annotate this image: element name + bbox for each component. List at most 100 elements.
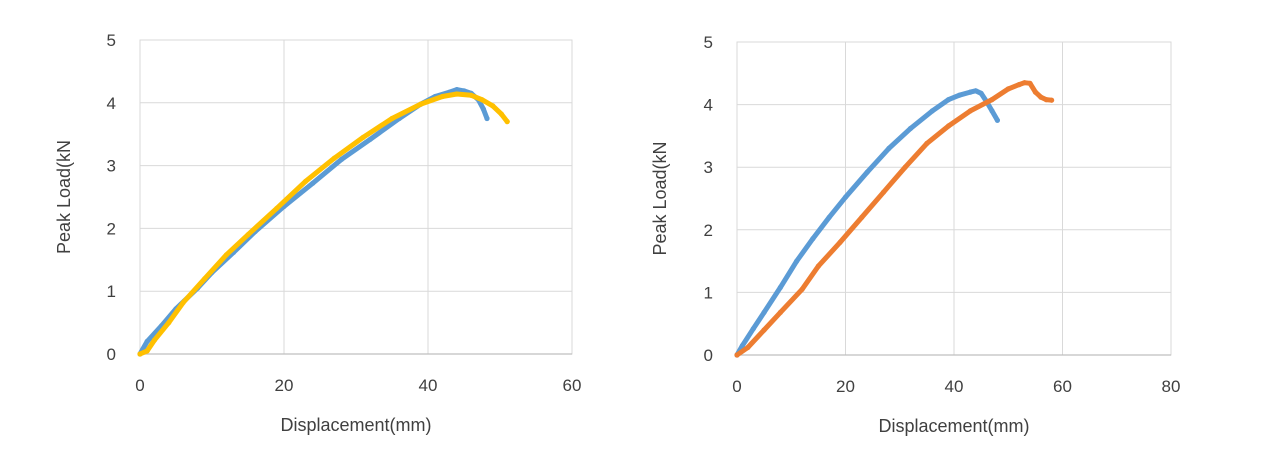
data-point	[144, 348, 150, 354]
x-tick-label: 20	[275, 376, 294, 395]
data-point	[498, 111, 504, 117]
x-tick-label: 40	[945, 377, 964, 396]
data-point	[454, 91, 460, 97]
x-axis-title: Displacement(mm)	[280, 415, 431, 435]
data-point	[777, 309, 783, 315]
data-point	[180, 299, 186, 306]
data-point	[389, 115, 395, 122]
data-point	[490, 103, 496, 109]
y-tick-label: 3	[704, 158, 713, 177]
data-point	[166, 320, 172, 326]
data-point	[454, 87, 460, 93]
y-tick-label: 1	[107, 282, 116, 301]
data-point	[761, 309, 767, 315]
x-tick-label: 40	[419, 376, 438, 395]
data-point	[978, 90, 984, 96]
data-point	[908, 125, 914, 131]
data-point	[484, 115, 490, 122]
data-point	[418, 101, 424, 107]
data-point	[967, 89, 973, 95]
y-tick-label: 3	[107, 157, 116, 176]
data-point	[245, 232, 251, 238]
x-tick-label: 0	[135, 376, 144, 395]
data-point	[202, 276, 208, 282]
data-point	[967, 108, 973, 114]
data-point	[274, 205, 280, 211]
data-point	[794, 258, 800, 264]
chart-right-svg: 0 1 2 3 4 5 0 20 40 60 80 Displacement(mm) Peak Load…	[650, 33, 1181, 436]
y-tick-label: 5	[704, 33, 713, 52]
data-point	[479, 97, 485, 103]
x-tick-label: 20	[836, 377, 855, 396]
data-point	[1016, 82, 1022, 88]
data-point	[144, 338, 150, 344]
y-tick-label: 4	[107, 94, 116, 113]
data-point	[1021, 80, 1028, 86]
data-point	[750, 326, 756, 332]
y-tick-label: 0	[704, 346, 713, 365]
x-tick-label: 80	[1162, 377, 1181, 396]
data-point	[946, 123, 952, 129]
x-tick-label: 0	[732, 377, 741, 396]
data-point	[745, 344, 751, 351]
data-point	[989, 108, 995, 114]
y-axis-title: Peak Load(kN	[54, 140, 74, 254]
data-point	[1032, 89, 1038, 95]
data-point	[946, 97, 952, 103]
data-point	[842, 194, 849, 200]
x-tick-label: 60	[1053, 377, 1072, 396]
x-axis-title: Displacement(mm)	[878, 416, 1029, 436]
data-point	[504, 119, 510, 125]
y-tick-label: 0	[107, 345, 116, 364]
series-line-1	[734, 80, 1055, 358]
data-point	[837, 239, 843, 245]
data-point	[973, 88, 979, 94]
data-point	[734, 352, 740, 358]
data-point	[367, 136, 373, 142]
data-point	[989, 97, 995, 103]
data-point	[864, 169, 870, 175]
data-point	[1038, 94, 1044, 100]
x-tick-label: 60	[563, 376, 582, 395]
data-point	[223, 252, 229, 258]
plot-area	[139, 39, 573, 355]
y-tick-label: 2	[107, 219, 116, 238]
chart-left: 0 1 2 3 4 5 0 20 40 60 Displacement(mm) Peak Load(k…	[0, 0, 610, 456]
data-point	[929, 108, 935, 114]
data-point	[151, 337, 157, 343]
y-axis-title: Peak Load(kN	[650, 141, 670, 255]
data-point	[902, 164, 908, 170]
data-point	[1005, 86, 1011, 92]
data-point	[331, 155, 337, 161]
data-point	[810, 236, 816, 242]
data-point	[480, 106, 486, 112]
data-point	[1027, 80, 1033, 86]
data-point	[994, 117, 1000, 123]
y-tick-label: 2	[704, 221, 713, 240]
data-point	[799, 286, 805, 292]
data-point	[880, 189, 887, 195]
y-tick-label: 4	[704, 96, 713, 115]
data-point	[826, 214, 832, 220]
data-point	[1049, 97, 1055, 103]
data-point	[815, 263, 821, 269]
data-point	[777, 284, 783, 290]
data-point	[303, 178, 309, 184]
y-tick-label: 1	[704, 283, 713, 302]
series-line-0	[137, 87, 490, 357]
data-point	[739, 343, 745, 349]
data-point	[924, 140, 930, 146]
data-point	[956, 92, 962, 98]
data-point	[339, 156, 345, 162]
data-point	[761, 327, 767, 333]
data-point	[137, 351, 143, 357]
data-point	[1043, 97, 1049, 103]
data-point	[859, 214, 865, 220]
data-point	[310, 180, 316, 186]
data-point	[360, 134, 366, 140]
y-tick-label: 5	[107, 31, 116, 50]
chart-right: 0 1 2 3 4 5 0 20 40 60 80 Displacement(mm) Peak Load…	[610, 0, 1264, 456]
data-point	[439, 93, 445, 100]
series-line-1	[137, 91, 510, 357]
data-point	[468, 92, 474, 98]
